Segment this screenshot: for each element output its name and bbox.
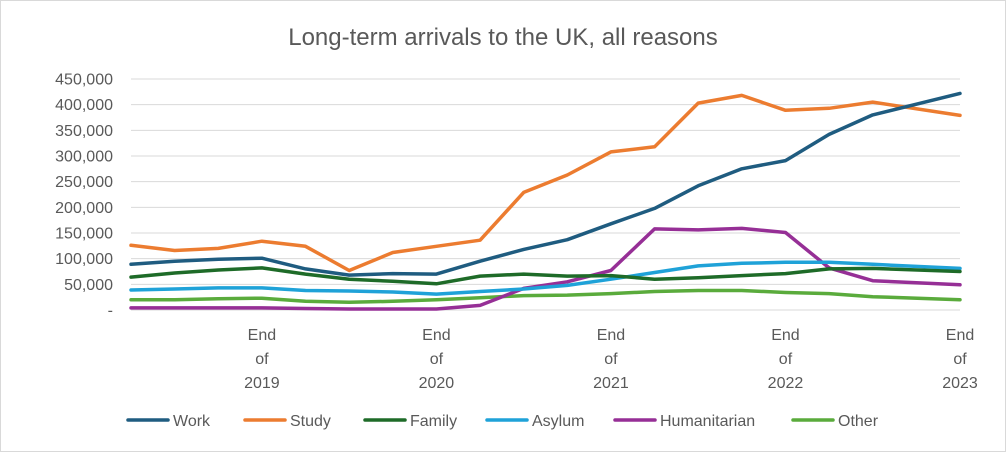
x-tick-label: 2020 [419,375,455,392]
x-tick-label: End [422,327,450,344]
legend-label: Humanitarian [660,413,755,430]
legend-label: Study [290,413,331,430]
y-tick-label: 350,000 [55,123,113,140]
x-tick-label: of [779,351,793,368]
legend-label: Asylum [532,413,584,430]
series-line-study [129,93,962,273]
y-tick-label: 450,000 [55,72,113,89]
y-tick-label: 300,000 [55,149,113,166]
y-tick-label: 50,000 [64,277,113,294]
x-tick-label: 2022 [768,375,804,392]
series-line-work [129,91,962,277]
legend-item-asylum: Asylum [485,413,584,430]
x-tick-label: End [771,327,799,344]
y-axis-ticks: - 50,000 100,000 150,000 200,000 250,000 300,0… [55,72,113,320]
x-tick-label: End [248,327,276,344]
legend-label: Family [410,413,457,430]
legend-item-humanitarian: Humanitarian [613,413,755,430]
x-tick-label: of [255,351,269,368]
legend-item-other: Other [791,413,879,430]
y-tick-label: 150,000 [55,226,113,243]
series-line-family [129,266,962,286]
y-tick-label: 400,000 [55,97,113,114]
series-lines [129,91,962,311]
legend: Work Study Family Asylum Humanitarian Other [126,413,879,430]
x-axis-ticks: End of 2019 End of 2020 End of 2021 End of 2022 End o… [244,327,978,392]
x-tick-label: End [597,327,625,344]
chart-title: Long-term arrivals to the UK, all reason… [288,24,718,51]
y-tick-label: 100,000 [55,251,113,268]
x-tick-label: of [604,351,618,368]
y-tick-label: - [108,303,113,320]
legend-label: Work [173,413,211,430]
series-line-other [129,288,962,305]
y-tick-label: 200,000 [55,200,113,217]
x-tick-label: End [946,327,974,344]
y-tick-label: 250,000 [55,174,113,191]
legend-label: Other [838,413,879,430]
series-line-asylum [129,260,962,296]
x-tick-label: 2023 [942,375,978,392]
legend-item-family: Family [363,413,457,430]
legend-item-study: Study [243,413,331,430]
x-tick-label: of [953,351,967,368]
x-tick-label: 2019 [244,375,280,392]
x-tick-label: 2021 [593,375,629,392]
x-tick-label: of [430,351,444,368]
legend-item-work: Work [126,413,211,430]
